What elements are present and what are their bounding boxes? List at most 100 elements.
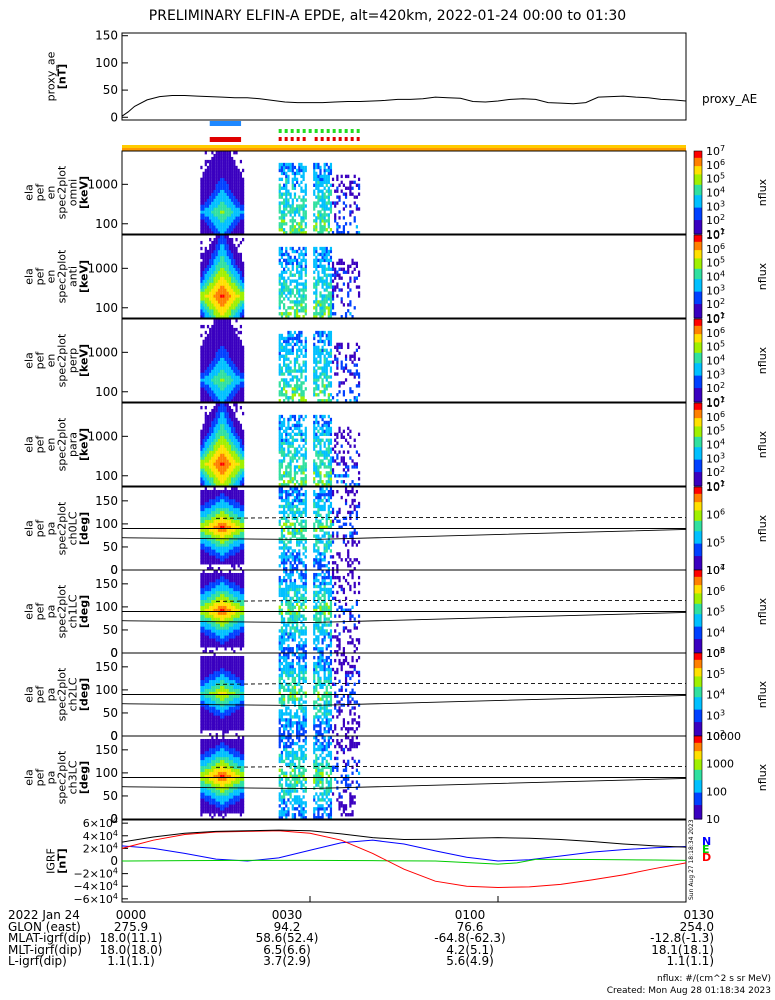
heatmap-cell bbox=[209, 186, 212, 190]
heatmap-cell bbox=[325, 564, 328, 568]
heatmap-cell bbox=[340, 474, 343, 478]
heatmap-cell bbox=[235, 540, 238, 544]
heatmap-cell bbox=[224, 348, 227, 353]
heatmap-cell bbox=[204, 393, 207, 397]
heatmap-cell bbox=[239, 438, 243, 442]
heatmap-cell bbox=[340, 267, 343, 271]
heatmap-cell bbox=[319, 231, 322, 235]
heatmap-cell bbox=[237, 189, 240, 193]
heatmap-cell bbox=[313, 201, 316, 205]
heatmap-cell bbox=[226, 252, 229, 257]
heatmap-cell bbox=[228, 387, 232, 391]
heatmap-cell bbox=[285, 501, 288, 506]
heatmap-cell bbox=[329, 210, 333, 214]
heatmap-cell bbox=[321, 312, 324, 316]
heatmap-cell bbox=[204, 171, 207, 176]
heatmap-cell bbox=[200, 387, 203, 391]
heatmap-cell bbox=[206, 207, 210, 211]
heatmap-cell bbox=[342, 450, 345, 454]
heatmap-cell bbox=[231, 192, 234, 196]
heatmap-cell bbox=[228, 558, 232, 562]
heatmap-cell bbox=[313, 561, 316, 565]
heatmap-cell bbox=[239, 480, 243, 484]
heatmap-cell bbox=[300, 351, 303, 355]
heatmap-cell bbox=[340, 435, 343, 439]
heatmap-cell bbox=[206, 375, 210, 379]
heatmap-cell bbox=[204, 312, 207, 316]
heatmap-cell bbox=[334, 270, 337, 274]
heatmap-cell bbox=[226, 534, 229, 538]
heatmap-cell bbox=[239, 441, 243, 445]
heatmap-cell bbox=[285, 468, 288, 472]
colorbar-tick-label: 103 bbox=[706, 367, 725, 381]
heatmap-cell bbox=[235, 474, 238, 478]
heatmap-cell bbox=[329, 246, 333, 251]
y-tick-label: 1000 bbox=[87, 261, 118, 275]
heatmap-cell bbox=[211, 366, 214, 370]
colorbar-cell bbox=[694, 467, 702, 470]
heatmap-cell bbox=[338, 198, 341, 202]
heatmap-cell bbox=[231, 381, 234, 385]
heatmap-cell bbox=[215, 240, 218, 245]
heatmap-cell bbox=[313, 348, 316, 353]
heatmap-cell bbox=[304, 489, 307, 494]
heatmap-cell bbox=[317, 345, 320, 350]
heatmap-cell bbox=[231, 159, 234, 164]
heatmap-cell bbox=[211, 531, 214, 535]
heatmap-cell bbox=[283, 360, 286, 364]
heatmap-cell bbox=[224, 273, 227, 277]
colorbar-cell bbox=[694, 389, 702, 393]
heatmap-cell bbox=[298, 204, 301, 208]
heatmap-cell bbox=[298, 399, 301, 403]
heatmap-cell bbox=[313, 462, 316, 466]
heatmap-cell bbox=[304, 354, 307, 358]
heatmap-cell bbox=[239, 360, 243, 364]
heatmap-cell bbox=[231, 369, 234, 373]
heatmap-cell bbox=[220, 180, 223, 185]
heatmap-cell bbox=[220, 324, 223, 329]
heatmap-cell bbox=[300, 381, 303, 385]
heatmap-cell bbox=[209, 492, 212, 497]
heatmap-cell bbox=[202, 444, 205, 448]
heatmap-cell bbox=[217, 288, 221, 292]
heatmap-cell bbox=[226, 219, 229, 223]
heatmap-cell bbox=[296, 264, 299, 269]
heatmap-cell bbox=[217, 210, 221, 214]
heatmap-cell bbox=[242, 456, 245, 460]
heatmap-cell bbox=[213, 396, 216, 400]
heatmap-cell bbox=[233, 303, 236, 307]
heatmap-cell bbox=[304, 474, 307, 478]
heatmap-cell bbox=[357, 384, 361, 388]
heatmap-cell bbox=[220, 411, 223, 416]
heatmap-cell bbox=[323, 534, 326, 538]
heatmap-cell bbox=[323, 168, 326, 173]
heatmap-cell bbox=[211, 543, 214, 547]
heatmap-cell bbox=[344, 357, 348, 361]
heatmap-cell bbox=[291, 438, 294, 442]
heatmap-cell bbox=[202, 561, 205, 565]
heatmap-cell bbox=[206, 279, 210, 283]
heatmap-cell bbox=[237, 300, 240, 304]
heatmap-cell bbox=[235, 513, 238, 518]
heatmap-cell bbox=[233, 384, 236, 388]
heatmap-cell bbox=[237, 171, 240, 176]
heatmap-cell bbox=[280, 372, 284, 376]
heatmap-cell bbox=[233, 351, 236, 355]
y-tick-label: 100 bbox=[95, 56, 118, 70]
heatmap-cell bbox=[296, 177, 299, 182]
heatmap-cell bbox=[231, 300, 234, 304]
heatmap-cell bbox=[319, 522, 322, 526]
heatmap-cell bbox=[293, 330, 297, 335]
heatmap-cell bbox=[285, 345, 288, 350]
heatmap-cell bbox=[291, 333, 294, 338]
heatmap-cell bbox=[342, 480, 345, 484]
heatmap-cell bbox=[202, 225, 205, 229]
heatmap-cell bbox=[304, 288, 307, 292]
heatmap-cell bbox=[220, 222, 223, 226]
red-dotted-bar-seg bbox=[278, 137, 282, 141]
heatmap-cell bbox=[202, 519, 205, 523]
heatmap-cell bbox=[302, 213, 305, 217]
heatmap-cell bbox=[211, 201, 214, 205]
heatmap-cell bbox=[323, 369, 326, 373]
heatmap-cell bbox=[315, 330, 318, 335]
